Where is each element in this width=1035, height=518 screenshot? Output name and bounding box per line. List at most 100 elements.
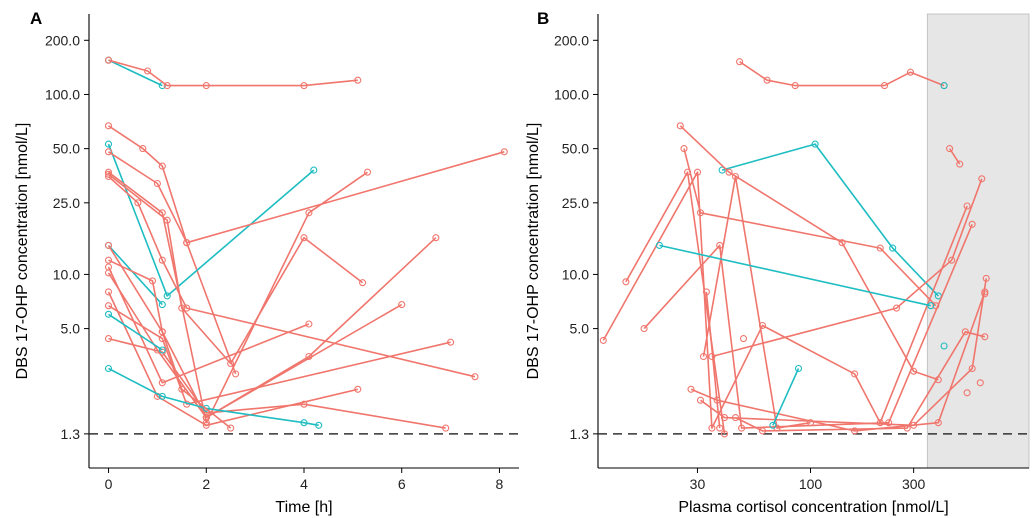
x-tick-label: 300 xyxy=(902,476,926,492)
data-point xyxy=(300,400,308,408)
data-point xyxy=(655,241,663,249)
series-line xyxy=(108,125,237,375)
panel-a: 1.3 5.0 10.0 25.0 50.0 100.0 200.0 0 2 4 6 8 A Time [… xyxy=(14,9,519,516)
data-point xyxy=(622,278,630,286)
data-point xyxy=(956,160,964,168)
series-responder xyxy=(104,172,479,381)
data-point xyxy=(599,336,607,344)
data-point xyxy=(202,404,210,412)
series-line xyxy=(108,171,368,424)
data-point xyxy=(880,82,889,90)
data-point xyxy=(104,256,113,264)
series-line xyxy=(602,171,968,429)
data-point xyxy=(961,328,969,336)
data-point xyxy=(300,419,308,427)
series-line xyxy=(721,143,939,297)
data-point xyxy=(716,241,724,249)
series-responder xyxy=(981,290,989,298)
panel-b: 1.3 5.0 10.0 25.0 50.0 100.0 200.0 30 100 300 B Pla… xyxy=(525,9,1030,516)
data-point xyxy=(158,392,166,400)
series-line xyxy=(690,291,986,432)
data-point xyxy=(158,328,166,336)
series-line xyxy=(108,367,319,427)
data-point xyxy=(153,179,161,188)
data-point xyxy=(968,220,976,228)
series-responder xyxy=(676,122,942,384)
series-line xyxy=(711,178,983,358)
data-point xyxy=(676,122,684,130)
data-point xyxy=(811,140,819,148)
y-tick-label: 10.0 xyxy=(53,266,80,282)
data-point xyxy=(720,430,729,438)
data-point xyxy=(946,145,954,153)
data-point xyxy=(471,373,479,381)
data-point xyxy=(202,409,210,417)
data-point xyxy=(442,424,450,432)
y-tick-label: 10.0 xyxy=(562,266,589,282)
y-tick-label: 1.3 xyxy=(61,426,81,442)
series-responder xyxy=(104,148,508,247)
data-point xyxy=(310,166,318,174)
data-point xyxy=(104,302,113,310)
series-line xyxy=(108,59,163,87)
data-point xyxy=(889,244,897,252)
data-point xyxy=(104,56,113,64)
data-point xyxy=(687,385,695,393)
x-tick-label: 100 xyxy=(799,476,823,492)
data-point xyxy=(158,162,166,170)
series-responder xyxy=(736,58,948,90)
data-point xyxy=(736,58,744,66)
data-point xyxy=(104,148,113,156)
data-point xyxy=(699,352,708,361)
data-point xyxy=(202,421,210,429)
data-point xyxy=(104,310,113,318)
data-point xyxy=(158,256,166,264)
series-nonresponder xyxy=(104,364,323,429)
y-tick-label: 25.0 xyxy=(562,195,589,211)
x-tick-label: 0 xyxy=(105,476,113,492)
data-point xyxy=(640,325,648,333)
series-line xyxy=(705,291,721,429)
series-line xyxy=(679,125,939,381)
series-responder xyxy=(104,302,455,408)
data-point xyxy=(885,419,893,427)
series-line xyxy=(659,244,931,307)
series-nonresponder xyxy=(940,342,948,350)
data-point xyxy=(963,389,971,397)
series-responder xyxy=(976,379,984,387)
data-point xyxy=(720,414,729,422)
series-responder xyxy=(739,335,748,343)
series-line xyxy=(643,223,973,429)
series-line xyxy=(683,148,937,307)
data-point xyxy=(708,424,716,432)
data-point xyxy=(104,122,113,130)
series-nonresponder xyxy=(104,310,166,354)
data-point xyxy=(838,239,846,247)
x-axis-title: Time [h] xyxy=(275,499,332,516)
data-point xyxy=(183,239,191,247)
data-point xyxy=(139,145,147,153)
data-point xyxy=(104,140,113,148)
y-axis-title: DBS 17-OHP concentration [nmol/L] xyxy=(525,123,542,380)
series-responder xyxy=(599,168,971,432)
series-responder xyxy=(696,274,990,429)
data-point xyxy=(968,364,976,373)
data-point xyxy=(940,82,948,90)
series-line xyxy=(739,61,945,87)
y-tick-label: 25.0 xyxy=(53,195,80,211)
data-point xyxy=(104,288,113,296)
series-nonresponder xyxy=(655,241,935,310)
data-point xyxy=(716,424,724,432)
series-line xyxy=(107,272,403,419)
data-point xyxy=(202,414,210,422)
series-line xyxy=(108,151,505,244)
y-tick-label: 200.0 xyxy=(554,32,589,48)
data-point xyxy=(680,145,688,153)
series-line xyxy=(108,305,451,406)
data-point xyxy=(876,244,884,252)
data-point xyxy=(178,385,186,393)
x-axis-title: Plasma cortisol concentration [nmol/L] xyxy=(678,499,948,516)
y-tick-label: 100.0 xyxy=(554,86,589,102)
data-point xyxy=(910,421,918,429)
y-axis-title: DBS 17-OHP concentration [nmol/L] xyxy=(14,123,31,380)
